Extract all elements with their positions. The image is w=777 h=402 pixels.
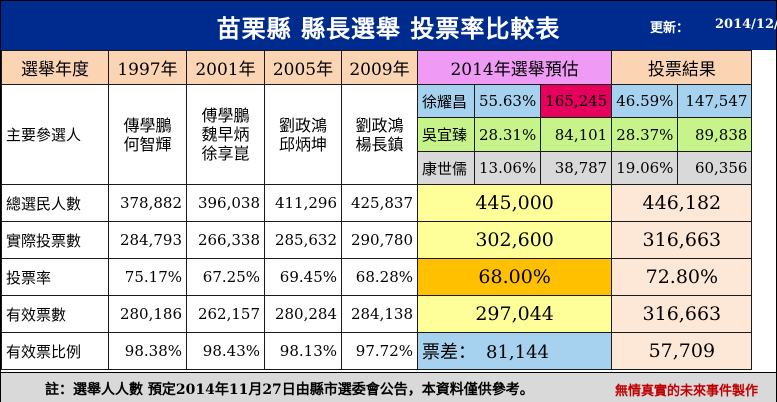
cell-1997: 280,186 xyxy=(108,295,187,333)
result-cell: 72.80% xyxy=(611,258,753,296)
candidate-name: 楊長鎮 xyxy=(355,134,404,154)
vote-difference-label: 票差： xyxy=(422,342,476,363)
candidates-2005: 劉政鴻 邱炳坤 xyxy=(264,84,342,185)
cell-2005: 69.45% xyxy=(264,258,342,296)
footer-note: 註：選舉人人數 預定2014年11月27日由縣市選委會公告，本資料僅供參考。 xyxy=(45,382,534,398)
candidates-1997: 傳學鵬 何智輝 xyxy=(108,84,187,185)
cell-2009: 284,138 xyxy=(341,295,418,333)
candidate-2014-name: 吳宜臻 xyxy=(417,117,475,152)
cell-1997: 378,882 xyxy=(108,184,187,222)
header-row: 選舉年度 1997年 2001年 2005年 2009年 2014年選舉預估 投… xyxy=(1,50,753,85)
cell-2009: 290,780 xyxy=(341,221,418,259)
forecast-cell: 68.00% xyxy=(416,258,613,296)
cell-1997: 284,793 xyxy=(108,221,187,259)
candidate-name: 徐享崑 xyxy=(201,144,250,163)
cell-2001: 262,157 xyxy=(186,295,265,333)
cell-2009: 97.72% xyxy=(341,332,418,370)
candidate-row: 吳宜臻 28.31% 84,101 28.37% 89,838 xyxy=(2,117,753,152)
candidate-2014-res-votes: 147,547 xyxy=(677,84,753,118)
turnout-comparison-table: 選舉年度 1997年 2001年 2005年 2009年 2014年選舉預估 投… xyxy=(1,50,753,370)
cell-2005: 98.13% xyxy=(264,332,342,370)
candidate-name: 魏早炳 xyxy=(201,125,250,144)
update-label: 更新： xyxy=(650,21,690,36)
candidate-2014-name: 徐耀昌 xyxy=(417,84,475,118)
cell-2005: 411,296 xyxy=(264,184,342,222)
page-title: 苗栗縣 縣長選舉 投票率比較表 xyxy=(216,14,561,43)
year-2001: 2001年 xyxy=(186,50,265,85)
candidate-row: 主要參選人 傳學鵬 何智輝 傅學鵬 魏早炳 徐享崑 劉政鴻 邱炳坤 劉政鴻 楊長… xyxy=(1,84,753,185)
year-2005: 2005年 xyxy=(264,50,342,85)
candidates-2009: 劉政鴻 楊長鎮 xyxy=(341,84,418,185)
vote-difference-value: 81,144 xyxy=(486,342,549,363)
cell-2001: 67.25% xyxy=(186,258,265,296)
candidate-name: 何智輝 xyxy=(123,134,172,154)
row-label: 有效票數 xyxy=(1,295,109,333)
candidate-name: 劉政鴻 xyxy=(355,115,404,135)
row-label: 實際投票數 xyxy=(1,221,109,259)
row-label: 總選民人數 xyxy=(1,184,109,222)
candidates-2001: 傅學鵬 魏早炳 徐享崑 xyxy=(186,84,265,185)
forecast-cell: 445,000 xyxy=(416,184,613,222)
year-1997: 1997年 xyxy=(108,50,187,85)
table-row: 實際投票數 284,793 266,338 285,632 290,780 30… xyxy=(1,221,753,259)
header-label: 選舉年度 xyxy=(1,50,109,85)
candidate-name: 傳學鵬 xyxy=(123,115,172,135)
candidate-2014-res-pct: 46.59% xyxy=(611,84,679,118)
candidate-2014-est-votes: 165,245 xyxy=(540,84,613,118)
year-2009: 2009年 xyxy=(341,50,418,85)
candidates-label: 主要參選人 xyxy=(1,84,109,185)
candidate-2014-res-votes: 60,356 xyxy=(677,151,753,185)
result-cell: 316,663 xyxy=(611,221,753,259)
cell-2001: 98.43% xyxy=(186,332,265,370)
cell-1997: 75.17% xyxy=(108,258,187,296)
vote-difference-cell: 票差： 81,144 xyxy=(416,332,613,370)
update-date: 2014/12/6 xyxy=(715,17,777,32)
forecast-header: 2014年選舉預估 xyxy=(416,50,613,85)
result-cell: 316,663 xyxy=(611,295,753,333)
result-cell: 57,709 xyxy=(611,332,753,370)
row-label: 投票率 xyxy=(1,258,109,296)
cell-1997: 98.38% xyxy=(108,332,187,370)
forecast-cell: 302,600 xyxy=(416,221,613,259)
candidate-2014-est-votes: 38,787 xyxy=(540,151,613,185)
candidate-2014-est-votes: 84,101 xyxy=(540,117,613,152)
cell-2005: 280,284 xyxy=(264,295,342,333)
table-row: 投票率 75.17% 67.25% 69.45% 68.28% 68.00% 7… xyxy=(1,258,753,296)
candidate-2014-name: 康世儒 xyxy=(417,151,475,185)
title-bar: 苗栗縣 縣長選舉 投票率比較表 更新： 2014/12/6 xyxy=(1,1,777,50)
result-cell: 446,182 xyxy=(611,184,753,222)
candidate-name: 邱炳坤 xyxy=(278,134,327,154)
candidate-2014-res-pct: 19.06% xyxy=(611,151,679,185)
candidate-2014-est-pct: 13.06% xyxy=(473,151,542,185)
cell-2001: 396,038 xyxy=(186,184,265,222)
table-row: 總選民人數 378,882 396,038 411,296 425,837 44… xyxy=(1,184,753,222)
candidate-name: 傅學鵬 xyxy=(201,106,250,125)
candidate-row: 康世儒 13.06% 38,787 19.06% 60,356 xyxy=(2,151,753,185)
candidate-2014-res-pct: 28.37% xyxy=(611,117,679,152)
cell-2009: 68.28% xyxy=(341,258,418,296)
table-row: 有效票數 280,186 262,157 280,284 284,138 297… xyxy=(1,295,753,333)
candidate-name: 劉政鴻 xyxy=(278,115,327,135)
footer-bar: 註：選舉人人數 預定2014年11月27日由縣市選委會公告，本資料僅供參考。 無… xyxy=(1,372,776,402)
candidate-2014-est-pct: 28.31% xyxy=(473,117,542,152)
cell-2001: 266,338 xyxy=(186,221,265,259)
result-header: 投票結果 xyxy=(611,50,753,85)
candidate-2014-est-pct: 55.63% xyxy=(473,84,542,118)
table-row: 有效票比例 98.38% 98.43% 98.13% 97.72% 票差： 81,… xyxy=(1,332,753,370)
cell-2005: 285,632 xyxy=(264,221,342,259)
row-label: 有效票比例 xyxy=(1,332,109,370)
forecast-cell: 297,044 xyxy=(416,295,613,333)
candidate-2014-res-votes: 89,838 xyxy=(677,117,753,152)
footer-credit: 無情真實的未來事件製作 xyxy=(615,384,759,399)
cell-2009: 425,837 xyxy=(341,184,418,222)
